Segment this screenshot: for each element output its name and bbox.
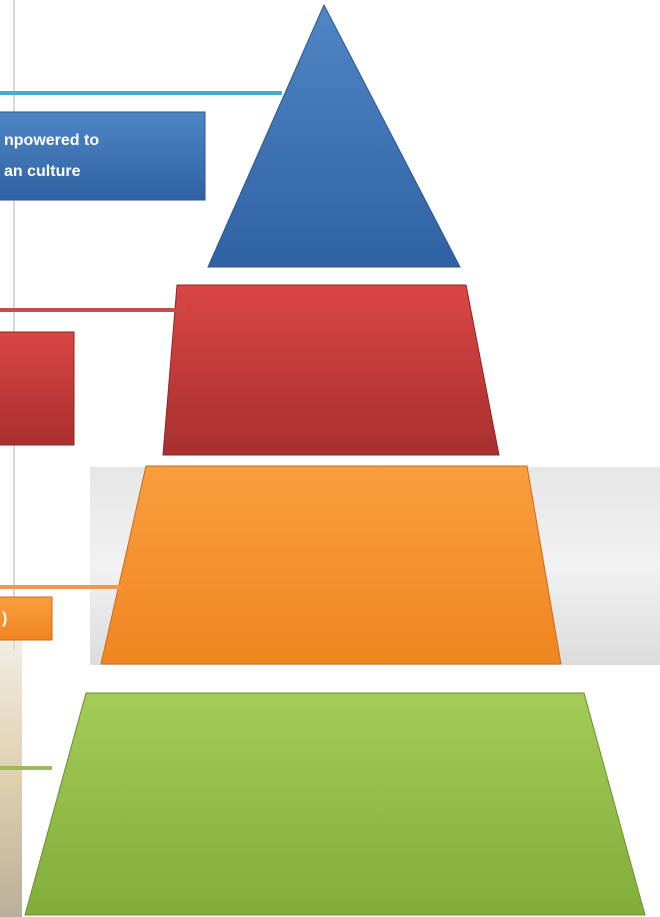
- label-text: npowered to: [4, 132, 99, 149]
- slide: npowered to an culture ): [0, 0, 660, 917]
- pyramid-level-4: [25, 693, 645, 915]
- pyramid-level-2: [163, 285, 499, 455]
- pyramid-level-1: [208, 5, 460, 267]
- label-box: [0, 112, 205, 200]
- label-box: [0, 597, 52, 640]
- label-box: [0, 332, 74, 445]
- label-text: ): [2, 610, 7, 627]
- background-photo: [0, 640, 22, 917]
- pyramid-level-3: [101, 466, 561, 664]
- label-text: an culture: [4, 163, 81, 180]
